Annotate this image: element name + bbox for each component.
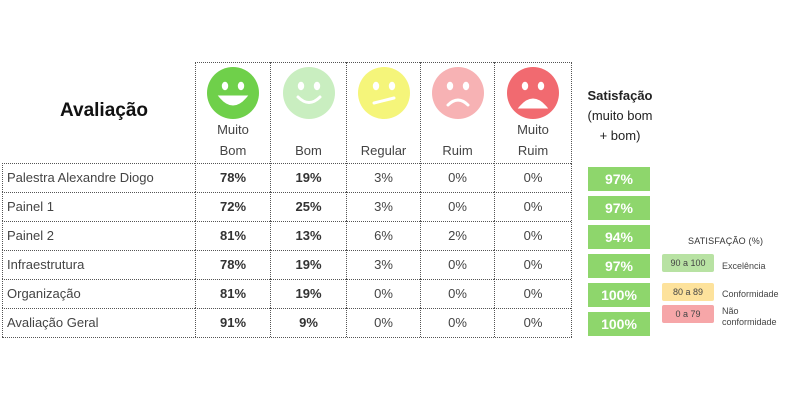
legend-title: SATISFAÇÃO (%) <box>688 236 764 246</box>
rating-column-header: Ruim <box>420 62 494 162</box>
rating-label-line2: Ruim <box>517 143 549 158</box>
header-top-border <box>195 62 572 63</box>
rating-percentage-cell: 81% <box>195 279 270 308</box>
rating-percentage-cell: 0% <box>420 163 494 192</box>
row-label: Palestra Alexandre Diogo <box>2 163 195 192</box>
rating-column-header: Muito Bom <box>195 62 270 162</box>
very-happy-face-icon <box>206 66 260 125</box>
happy-face-icon <box>282 66 336 125</box>
rating-percentage-cell: 9% <box>270 308 346 337</box>
rating-column-label: Muito Bom <box>196 119 270 161</box>
rating-percentage-cell: 19% <box>270 163 346 192</box>
satisfaction-badge: 97% <box>588 167 650 191</box>
row-label: Organização <box>2 279 195 308</box>
rating-percentage-cell: 0% <box>494 221 571 250</box>
rating-percentage-cell: 0% <box>420 250 494 279</box>
rating-percentage-cell: 19% <box>270 279 346 308</box>
legend-label-line1: Excelência <box>722 261 766 271</box>
very-sad-face-icon <box>506 66 560 125</box>
rating-label-line2: Ruim <box>442 143 473 158</box>
rating-percentage-cell: 0% <box>494 192 571 221</box>
rating-column-header: Bom <box>270 62 346 162</box>
rating-percentage-cell: 72% <box>195 192 270 221</box>
rating-percentage-cell: 0% <box>494 163 571 192</box>
rating-column-label: Regular <box>347 140 420 161</box>
row-label: Painel 2 <box>2 221 195 250</box>
rating-percentage-cell: 78% <box>195 163 270 192</box>
rating-percentage-cell: 3% <box>346 250 420 279</box>
table-title: Avaliação <box>60 100 149 121</box>
satisfaction-header: Satisfação (muito bom + bom) <box>578 86 662 146</box>
legend-label-line2: conformidade <box>722 317 777 327</box>
rating-percentage-cell: 6% <box>346 221 420 250</box>
satisfaction-header-line2: (muito bom <box>587 108 653 123</box>
rating-percentage-cell: 25% <box>270 192 346 221</box>
rating-percentage-cell: 0% <box>420 279 494 308</box>
rating-percentage-cell: 0% <box>346 308 420 337</box>
row-label: Painel 1 <box>2 192 195 221</box>
rating-percentage-cell: 2% <box>420 221 494 250</box>
satisfaction-badge: 100% <box>588 312 650 336</box>
rating-percentage-cell: 0% <box>420 192 494 221</box>
legend-label: Conformidade <box>722 289 779 300</box>
satisfaction-badge: 100% <box>588 283 650 307</box>
legend-label-line1: Não <box>722 306 739 316</box>
rating-percentage-cell: 0% <box>346 279 420 308</box>
rating-percentage-cell: 81% <box>195 221 270 250</box>
rating-column-label: Bom <box>271 140 346 161</box>
rating-percentage-cell: 13% <box>270 221 346 250</box>
satisfaction-header-title: Satisfação <box>587 88 653 103</box>
satisfaction-badge: 97% <box>588 196 650 220</box>
rating-label-line2: Regular <box>360 143 407 158</box>
neutral-face-icon <box>357 66 411 125</box>
rating-column-header: Regular <box>346 62 420 162</box>
rating-column-label: Muito Ruim <box>495 119 571 161</box>
rating-label-line2: Bom <box>219 143 247 158</box>
satisfaction-badge: 97% <box>588 254 650 278</box>
legend-label: Excelência <box>722 261 766 272</box>
rating-percentage-cell: 78% <box>195 250 270 279</box>
legend-label-line1: Conformidade <box>722 289 779 299</box>
table-right-border <box>571 163 572 337</box>
rating-label-line1: Muito <box>517 122 549 137</box>
row-label: Avaliação Geral <box>2 308 195 337</box>
header-right-border <box>571 62 572 162</box>
rating-percentage-cell: 0% <box>494 308 571 337</box>
rating-label-line2: Bom <box>295 143 322 158</box>
row-label: Infraestrutura <box>2 250 195 279</box>
rating-column-label: Ruim <box>421 140 494 161</box>
rating-column-header: Muito Ruim <box>494 62 571 162</box>
rating-label-line1: Muito <box>217 122 249 137</box>
rating-percentage-cell: 0% <box>420 308 494 337</box>
satisfaction-badge: 94% <box>588 225 650 249</box>
legend-label: Não conformidade <box>722 306 777 328</box>
sad-face-icon <box>431 66 485 125</box>
legend-range-swatch: 90 a 100 <box>662 254 714 272</box>
table-bottom-border <box>2 337 572 338</box>
legend-range-swatch: 0 a 79 <box>662 305 714 323</box>
rating-percentage-cell: 3% <box>346 163 420 192</box>
rating-percentage-cell: 19% <box>270 250 346 279</box>
satisfaction-header-line3: + bom) <box>599 128 641 143</box>
rating-percentage-cell: 3% <box>346 192 420 221</box>
legend-range-swatch: 80 a 89 <box>662 283 714 301</box>
rating-percentage-cell: 91% <box>195 308 270 337</box>
rating-percentage-cell: 0% <box>494 279 571 308</box>
rating-percentage-cell: 0% <box>494 250 571 279</box>
